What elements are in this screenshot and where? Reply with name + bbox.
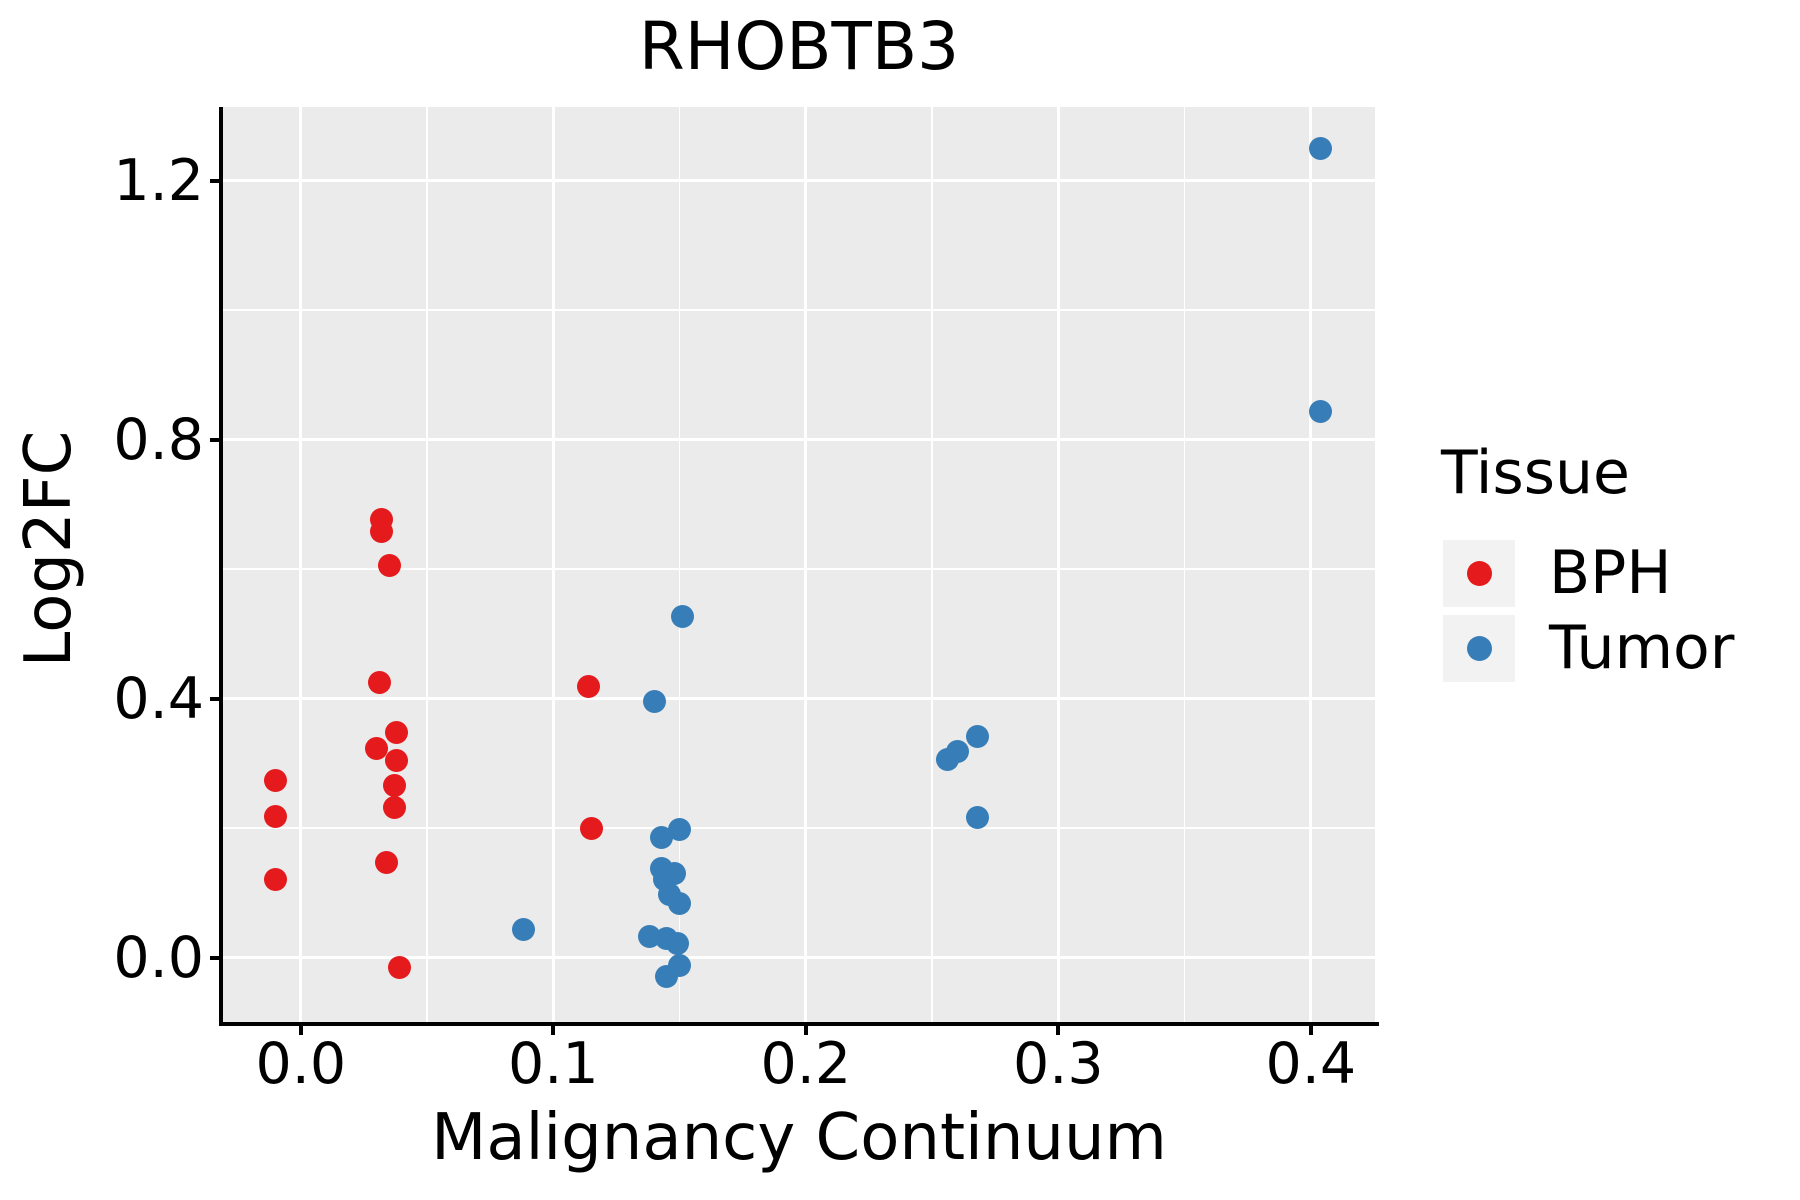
y-major-gridline [223, 438, 1375, 441]
x-minor-gridline [1183, 107, 1186, 1022]
y-minor-gridline [223, 309, 1375, 311]
legend-label-tumor: Tumor [1549, 613, 1735, 683]
data-point-bph [385, 721, 409, 745]
y-major-gridline [223, 179, 1375, 182]
y-minor-gridline [223, 568, 1375, 570]
x-major-gridline [1056, 107, 1060, 1022]
y-tick [210, 437, 223, 442]
data-point-tumor [1309, 137, 1333, 161]
data-point-bph [377, 554, 401, 578]
x-major-gridline [551, 107, 555, 1022]
legend-title: Tissue [1441, 438, 1630, 508]
x-tick-label: 0.2 [760, 1031, 852, 1097]
legend-key-tumor [1443, 615, 1515, 682]
x-minor-gridline [931, 107, 933, 1022]
data-point-bph [577, 674, 601, 698]
data-point-tumor [670, 604, 694, 628]
y-axis-line [219, 107, 223, 1026]
x-tick-label: 0.0 [255, 1031, 347, 1097]
y-tick-label: 0.4 [113, 665, 204, 732]
data-point-bph [387, 956, 411, 980]
data-point-bph [382, 773, 406, 797]
legend: Tissue BPH Tumor [1440, 440, 1795, 700]
y-major-gridline [223, 956, 1375, 959]
y-tick [210, 178, 223, 183]
bph-dot-icon [1466, 561, 1492, 586]
y-tick-label: 0.8 [113, 406, 204, 473]
data-point-tumor [642, 690, 666, 714]
data-point-bph [382, 796, 406, 820]
x-minor-gridline [426, 107, 428, 1022]
x-minor-gridline [678, 107, 681, 1022]
x-tick-label: 0.3 [1012, 1031, 1104, 1097]
y-tick [210, 955, 223, 960]
data-point-bph [385, 748, 409, 772]
data-point-tumor [650, 825, 674, 849]
y-major-gridline [223, 697, 1375, 700]
data-point-bph [264, 867, 288, 891]
data-point-bph [367, 671, 391, 695]
data-point-bph [264, 768, 288, 792]
chart-title: RHOBTB3 [638, 8, 960, 85]
y-tick [210, 696, 223, 701]
data-point-bph [365, 736, 389, 760]
y-tick-label: 1.2 [113, 147, 204, 214]
y-tick-label: 0.0 [113, 924, 204, 991]
data-point-tumor [655, 965, 679, 989]
data-point-tumor [966, 725, 989, 749]
data-point-bph [370, 519, 394, 543]
legend-label-bph: BPH [1549, 538, 1672, 608]
data-point-tumor [945, 740, 969, 764]
x-major-gridline [804, 107, 808, 1022]
x-axis-line [219, 1022, 1379, 1026]
data-point-tumor [1309, 400, 1333, 424]
x-tick-label: 0.1 [507, 1031, 599, 1097]
x-major-gridline [299, 107, 303, 1022]
x-tick [298, 1022, 303, 1035]
legend-key-bph [1443, 540, 1515, 607]
x-major-gridline [1309, 107, 1313, 1022]
x-tick [803, 1022, 808, 1035]
data-point-bph [375, 851, 399, 875]
data-point-tumor [637, 924, 661, 948]
x-tick-label: 0.4 [1265, 1031, 1357, 1097]
data-point-tumor [966, 806, 989, 830]
y-axis-title: Log2FC [12, 430, 86, 668]
x-tick [551, 1022, 556, 1035]
x-tick [1056, 1022, 1061, 1035]
tumor-dot-icon [1466, 636, 1492, 661]
plot-panel [223, 107, 1375, 1022]
x-tick [1308, 1022, 1313, 1035]
data-point-bph [264, 805, 288, 829]
data-point-bph [579, 817, 603, 841]
y-minor-gridline [223, 827, 1375, 829]
data-point-tumor [665, 932, 689, 956]
data-point-tumor [668, 817, 692, 841]
data-point-tumor [511, 918, 535, 942]
x-axis-title: Malignancy Continuum [431, 1101, 1167, 1175]
data-point-tumor [668, 891, 692, 915]
